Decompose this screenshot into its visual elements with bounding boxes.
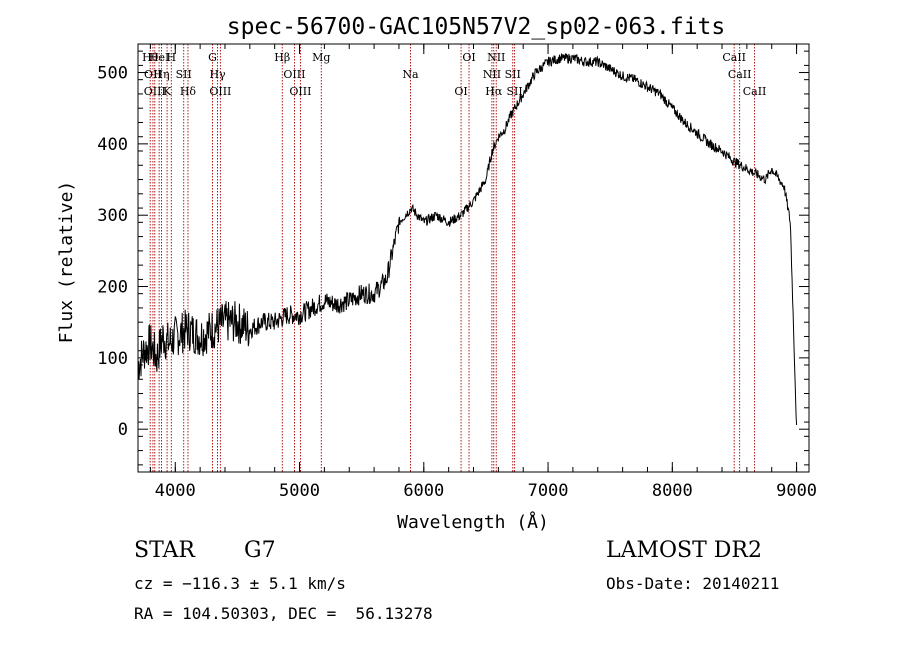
- y-tick-label: 100: [97, 349, 128, 369]
- spectrum-chart: spec-56700-GAC105N57V2_sp02-063.fits Hθ O…: [56, 14, 817, 533]
- spectral-line-label: HeI: [149, 51, 169, 64]
- spectral-line-label: Mg: [312, 51, 330, 64]
- axis-ticks: 4000 5000 6000 7000 8000 9000 0 100 200 300 400 500: [97, 44, 817, 501]
- y-tick-label: 500: [97, 64, 128, 84]
- y-tick-label: 300: [97, 206, 128, 226]
- plot-frame: [137, 43, 810, 473]
- y-tick-label: 200: [97, 278, 128, 298]
- spectral-line-label: Hα: [485, 85, 503, 98]
- chart-title: spec-56700-GAC105N57V2_sp02-063.fits: [227, 14, 726, 40]
- object-class: STAR: [134, 538, 195, 563]
- spectral-line-label: Na: [402, 68, 419, 81]
- spectral-line-label: OI: [454, 85, 467, 98]
- spectral-line-label: G: [208, 51, 217, 64]
- spectral-line-label: SII: [507, 85, 523, 98]
- y-tick-label: 0: [118, 420, 128, 440]
- spectral-line-label: SII: [176, 68, 192, 81]
- spectral-line-label: Hθ: [142, 51, 159, 64]
- x-tick-label: 6000: [403, 481, 444, 501]
- y-axis-label: Flux (relative): [56, 181, 77, 344]
- x-axis-label: Wavelength (Å): [397, 511, 549, 533]
- spectral-line-label: NII: [483, 68, 501, 81]
- spectral-line-labels: Hθ OII OIII HeI Hη K H SII Hδ G Hγ OIII Hβ OIII OIII Mg…: [142, 51, 766, 98]
- survey-name: LAMOST DR2: [606, 538, 762, 563]
- spectral-line-label: OIII: [289, 85, 311, 98]
- spectral-line-label: CaII: [728, 68, 752, 81]
- spectral-line-label: OIII: [144, 85, 166, 98]
- spectral-line-label: CaII: [743, 85, 767, 98]
- spectral-line-label: OIII: [209, 85, 231, 98]
- x-tick-label: 5000: [279, 481, 320, 501]
- spectral-line-label: H: [167, 51, 177, 64]
- x-tick-label: 4000: [155, 481, 196, 501]
- x-tick-label: 9000: [776, 481, 817, 501]
- spectral-line-label: Hβ: [274, 51, 290, 64]
- spectral-line-label: OII: [144, 68, 162, 81]
- spectral-line-label: OI: [462, 51, 475, 64]
- spectral-line-label: OIII: [283, 68, 305, 81]
- redshift-cz: cz = −116.3 ± 5.1 km/s: [134, 574, 346, 593]
- y-tick-label: 400: [97, 135, 128, 155]
- spectral-line-label: SII: [505, 68, 521, 81]
- spectral-line-label: Hγ: [209, 68, 226, 81]
- observation-date: Obs-Date: 20140211: [606, 574, 780, 593]
- x-tick-label: 7000: [528, 481, 569, 501]
- object-subclass: G7: [244, 538, 276, 563]
- spectral-line-markers: [149, 44, 756, 472]
- spectral-line-label: K: [163, 85, 172, 98]
- x-tick-label: 8000: [652, 481, 693, 501]
- spectrum-series-line: [137, 53, 798, 426]
- spectral-line-label: Hδ: [180, 85, 197, 98]
- coordinates: RA = 104.50303, DEC = 56.13278: [134, 604, 433, 623]
- spectral-line-label: Hη: [153, 68, 169, 81]
- spectral-line-label: CaII: [722, 51, 746, 64]
- spectral-line-label: NII: [487, 51, 505, 64]
